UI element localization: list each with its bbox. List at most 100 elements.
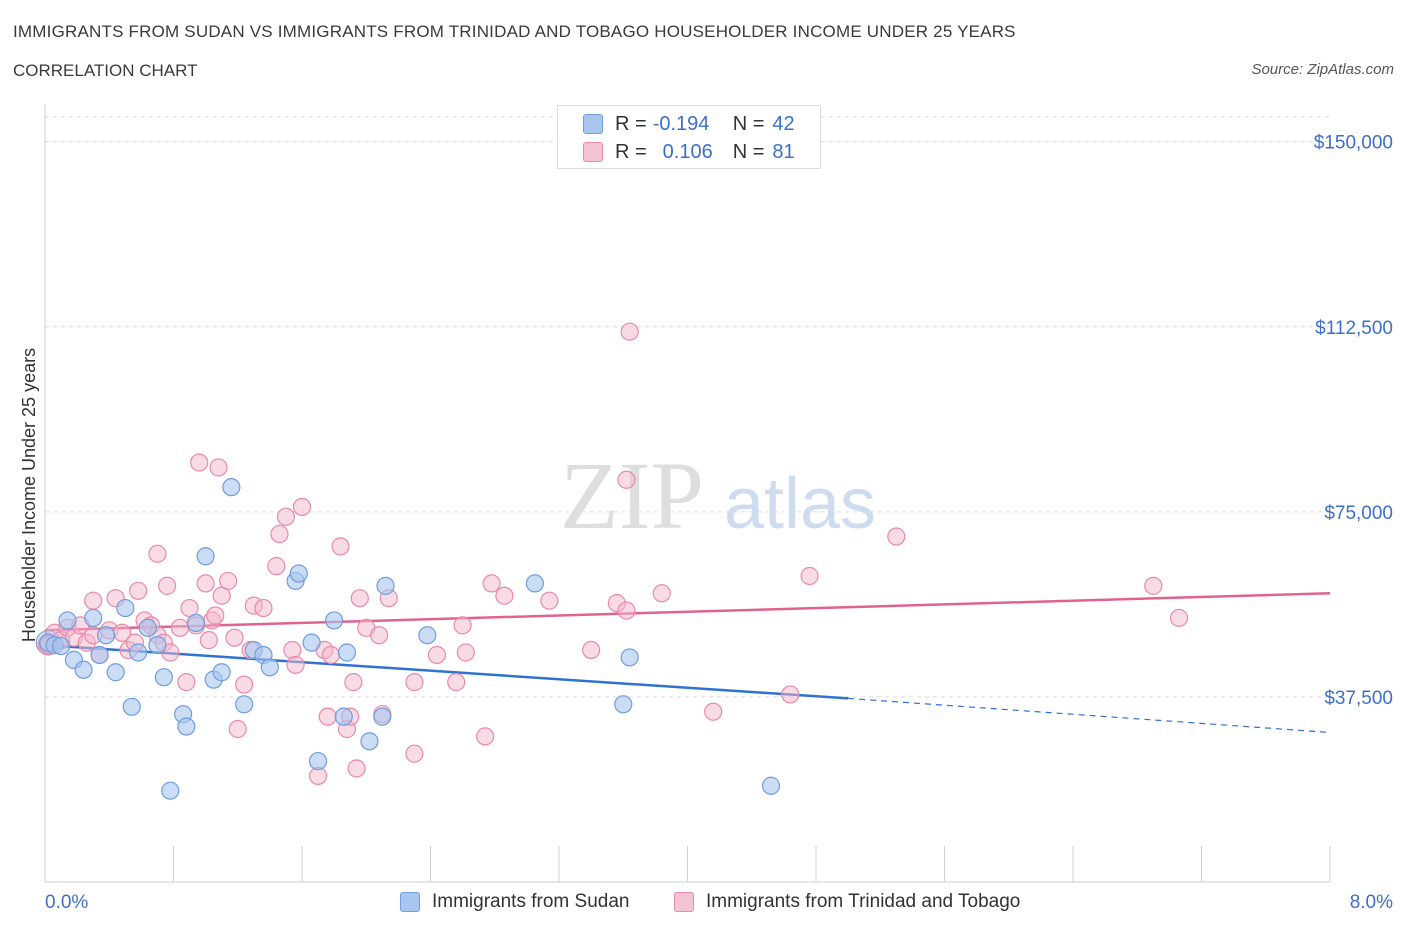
data-point-trinidad — [318, 707, 337, 726]
data-point-trinidad — [292, 497, 312, 517]
data-point-trinidad — [447, 673, 466, 692]
grid-layer — [45, 116, 1330, 698]
y-tick-label: $150,000 — [1314, 133, 1393, 154]
data-point-trinidad — [704, 702, 723, 721]
axis-layer — [44, 105, 1331, 883]
chart-title: IMMIGRANTS FROM SUDAN VS IMMIGRANTS FROM… — [13, 22, 1016, 41]
data-point-trinidad — [276, 507, 296, 526]
data-point-trinidad — [617, 601, 636, 620]
data-point-sudan — [116, 598, 135, 618]
data-point-sudan — [129, 643, 148, 662]
watermark-atlas: atlas — [724, 464, 876, 544]
data-point-sudan — [525, 574, 545, 593]
data-point-sudan — [289, 564, 308, 583]
x-tick-label: 8.0% — [1350, 892, 1393, 913]
data-point-trinidad — [347, 759, 366, 778]
data-point-trinidad — [617, 470, 636, 489]
bottom-legend-trinidad: Immigrants from Trinidad and Tobago — [674, 888, 1020, 916]
data-point-trinidad — [350, 589, 369, 608]
data-point-sudan — [325, 611, 344, 630]
data-point-sudan — [196, 547, 215, 566]
data-point-trinidad — [270, 524, 289, 544]
data-point-trinidad — [190, 453, 209, 472]
data-point-trinidad — [427, 645, 447, 665]
data-point-sudan — [614, 695, 633, 714]
data-point-trinidad — [1144, 576, 1163, 595]
legend-swatch-sudan — [583, 114, 603, 134]
data-point-trinidad — [84, 591, 103, 610]
data-point-trinidad — [1169, 608, 1189, 628]
data-point-sudan — [308, 751, 328, 771]
data-point-sudan — [222, 478, 241, 497]
data-point-trinidad — [206, 606, 225, 625]
data-point-sudan — [235, 695, 254, 714]
watermark: ZIP atlas — [560, 442, 876, 549]
data-point-sudan — [96, 626, 116, 645]
data-point-sudan — [122, 697, 141, 716]
data-point-trinidad — [199, 631, 218, 650]
label-layer: $37,500 $75,000 $112,500 $150,000 0.0% 8.0% Ho… — [19, 133, 1393, 913]
data-point-trinidad — [344, 673, 363, 692]
chart-subtitle: CORRELATION CHART — [13, 61, 198, 80]
data-point-trinidad — [495, 586, 514, 605]
data-point-trinidad — [476, 727, 495, 746]
data-point-sudan — [337, 643, 357, 662]
data-point-sudan — [51, 636, 71, 656]
data-point-trinidad — [170, 618, 190, 637]
data-point-trinidad — [781, 685, 800, 704]
data-point-trinidad — [405, 744, 424, 763]
data-point-trinidad — [235, 675, 254, 694]
legend-n-value: 42 — [772, 112, 795, 135]
x-tick-label: 0.0% — [45, 892, 88, 913]
data-point-trinidad — [148, 544, 167, 563]
legend-row-trinidad: R = 0.106 N = 81 — [583, 140, 795, 164]
data-point-sudan — [58, 611, 77, 630]
data-point-sudan — [302, 633, 321, 652]
data-point-trinidad — [482, 574, 501, 593]
bottom-legend-label-sudan: Immigrants from Sudan — [432, 891, 630, 912]
watermark-zip: ZIP — [560, 442, 704, 549]
data-point-trinidad — [321, 645, 341, 665]
points-layer — [35, 322, 1189, 800]
data-point-trinidad — [129, 581, 148, 600]
data-point-trinidad — [620, 322, 639, 341]
data-point-trinidad — [225, 628, 244, 647]
data-point-sudan — [334, 707, 353, 726]
legend-n-value: 81 — [772, 140, 795, 163]
data-point-trinidad — [887, 527, 906, 546]
trend-line-trinidad — [44, 592, 1331, 632]
data-point-trinidad — [800, 566, 819, 586]
legend-r-label: R = — [615, 140, 647, 163]
data-point-sudan — [260, 658, 279, 677]
data-point-trinidad — [331, 537, 350, 556]
data-point-sudan — [177, 717, 196, 736]
data-point-sudan — [148, 635, 167, 655]
legend-row-sudan: R = -0.194 N = 42 — [583, 112, 795, 136]
data-point-sudan — [90, 645, 109, 665]
legend-n-label: N = — [732, 112, 765, 135]
data-point-sudan — [186, 613, 206, 632]
bottom-legend-label-trinidad: Immigrants from Trinidad and Tobago — [706, 891, 1021, 912]
data-point-trinidad — [456, 643, 475, 662]
data-point-trinidad — [254, 598, 273, 618]
data-point-trinidad — [283, 640, 302, 660]
data-point-sudan — [138, 618, 157, 637]
data-point-sudan — [373, 707, 392, 726]
data-point-trinidad — [219, 571, 238, 591]
data-point-sudan — [106, 663, 125, 682]
source-credit: Source: ZipAtlas.com — [1251, 61, 1394, 78]
bottom-legend-sudan: Immigrants from Sudan — [400, 888, 629, 916]
bottom-legend-swatch-sudan — [400, 892, 420, 912]
data-point-trinidad — [209, 458, 228, 477]
data-point-trinidad — [370, 626, 389, 645]
data-point-sudan — [761, 776, 781, 795]
y-tick-label: $112,500 — [1315, 318, 1393, 339]
data-point-trinidad — [652, 584, 671, 603]
data-point-trinidad — [157, 576, 177, 595]
data-point-trinidad — [228, 719, 247, 739]
data-point-trinidad — [582, 640, 601, 660]
data-point-sudan — [620, 648, 639, 667]
data-point-sudan — [376, 576, 395, 595]
y-tick-label: $75,000 — [1324, 503, 1393, 524]
